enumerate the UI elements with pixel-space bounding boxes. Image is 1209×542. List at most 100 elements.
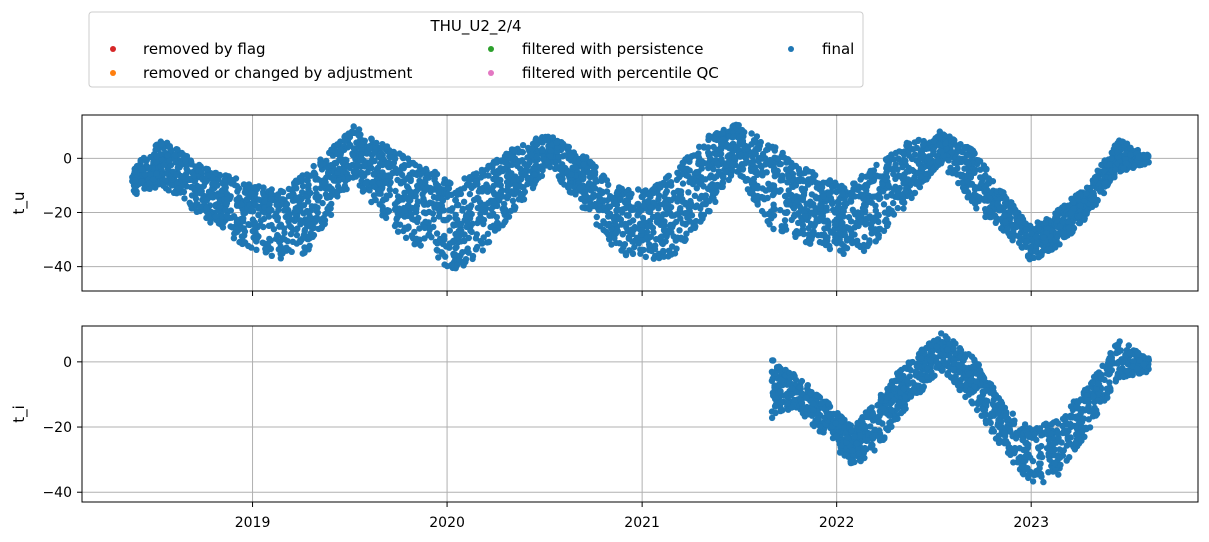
data-point bbox=[233, 228, 241, 236]
data-point bbox=[1111, 142, 1119, 149]
data-point bbox=[674, 169, 681, 176]
data-point bbox=[212, 193, 219, 200]
data-point bbox=[166, 157, 174, 164]
data-point bbox=[867, 225, 875, 232]
data-point bbox=[676, 207, 684, 214]
data-point bbox=[777, 376, 785, 384]
data-point bbox=[198, 168, 205, 175]
data-point bbox=[975, 157, 982, 164]
data-point bbox=[1033, 436, 1040, 444]
data-point bbox=[579, 155, 587, 162]
legend-marker-percentile-qc bbox=[488, 70, 494, 76]
data-point bbox=[487, 223, 494, 231]
data-point bbox=[580, 160, 587, 168]
data-point bbox=[160, 182, 167, 189]
data-point bbox=[519, 157, 526, 164]
data-point bbox=[942, 139, 949, 147]
data-point bbox=[466, 205, 474, 212]
data-point bbox=[401, 207, 408, 214]
data-point bbox=[401, 224, 409, 231]
data-point bbox=[396, 212, 403, 219]
data-point bbox=[1108, 155, 1115, 162]
data-point bbox=[757, 162, 764, 169]
data-point bbox=[605, 235, 613, 243]
data-point bbox=[1034, 238, 1041, 246]
data-point bbox=[196, 203, 204, 210]
data-point bbox=[463, 223, 470, 231]
data-point bbox=[712, 182, 720, 190]
data-point bbox=[826, 177, 834, 184]
data-point bbox=[453, 190, 461, 198]
data-point bbox=[995, 432, 1002, 439]
data-point bbox=[445, 191, 452, 198]
data-point bbox=[983, 166, 990, 173]
data-point bbox=[677, 188, 685, 195]
data-point bbox=[304, 209, 311, 216]
data-point bbox=[344, 132, 351, 139]
data-point bbox=[422, 179, 429, 186]
data-point bbox=[737, 151, 744, 158]
data-point bbox=[819, 212, 826, 220]
data-point bbox=[880, 201, 888, 208]
data-point bbox=[846, 225, 853, 232]
data-point bbox=[961, 187, 968, 195]
data-point bbox=[382, 179, 389, 186]
data-point bbox=[649, 213, 657, 220]
data-point bbox=[448, 261, 455, 268]
data-point bbox=[153, 152, 160, 160]
data-point bbox=[221, 184, 228, 191]
data-point bbox=[808, 191, 816, 198]
data-point bbox=[986, 208, 993, 215]
data-point bbox=[783, 166, 790, 173]
data-point bbox=[251, 201, 259, 208]
data-point bbox=[1010, 227, 1017, 234]
data-point bbox=[683, 209, 690, 217]
data-point bbox=[1052, 244, 1059, 251]
data-point bbox=[517, 165, 524, 172]
data-point bbox=[375, 153, 382, 160]
data-point bbox=[493, 159, 500, 166]
data-point bbox=[272, 235, 280, 242]
data-point bbox=[265, 213, 273, 220]
data-point bbox=[693, 203, 700, 210]
data-point bbox=[705, 144, 712, 151]
data-point bbox=[480, 234, 487, 241]
data-point bbox=[868, 178, 876, 185]
data-point bbox=[841, 231, 849, 239]
data-point bbox=[666, 223, 674, 230]
data-point bbox=[1028, 230, 1035, 237]
data-point bbox=[459, 205, 467, 212]
data-point bbox=[289, 238, 297, 245]
data-point bbox=[687, 200, 695, 208]
data-point bbox=[634, 212, 641, 219]
data-point bbox=[727, 144, 734, 151]
data-point bbox=[888, 151, 895, 158]
data-point bbox=[561, 181, 568, 188]
data-point bbox=[190, 172, 197, 180]
data-point bbox=[485, 238, 493, 246]
data-point bbox=[204, 172, 212, 180]
panel-t-u: 0−20−40 t_u bbox=[10, 114, 1199, 296]
data-point bbox=[430, 216, 437, 223]
data-point bbox=[719, 136, 727, 143]
data-point bbox=[834, 198, 841, 205]
data-point bbox=[749, 159, 756, 167]
data-point bbox=[335, 177, 342, 184]
data-point bbox=[253, 246, 260, 253]
data-point bbox=[900, 205, 907, 212]
data-point bbox=[765, 210, 772, 218]
data-point bbox=[766, 221, 773, 228]
data-point bbox=[170, 189, 178, 196]
data-point bbox=[175, 185, 182, 192]
data-point bbox=[415, 214, 422, 222]
data-point bbox=[326, 183, 333, 190]
data-point bbox=[250, 184, 257, 191]
data-point bbox=[160, 161, 168, 168]
data-point bbox=[433, 230, 441, 237]
data-point bbox=[603, 188, 611, 195]
data-point bbox=[954, 165, 961, 172]
data-point bbox=[850, 180, 857, 187]
data-point bbox=[565, 143, 572, 151]
data-point bbox=[245, 242, 252, 250]
